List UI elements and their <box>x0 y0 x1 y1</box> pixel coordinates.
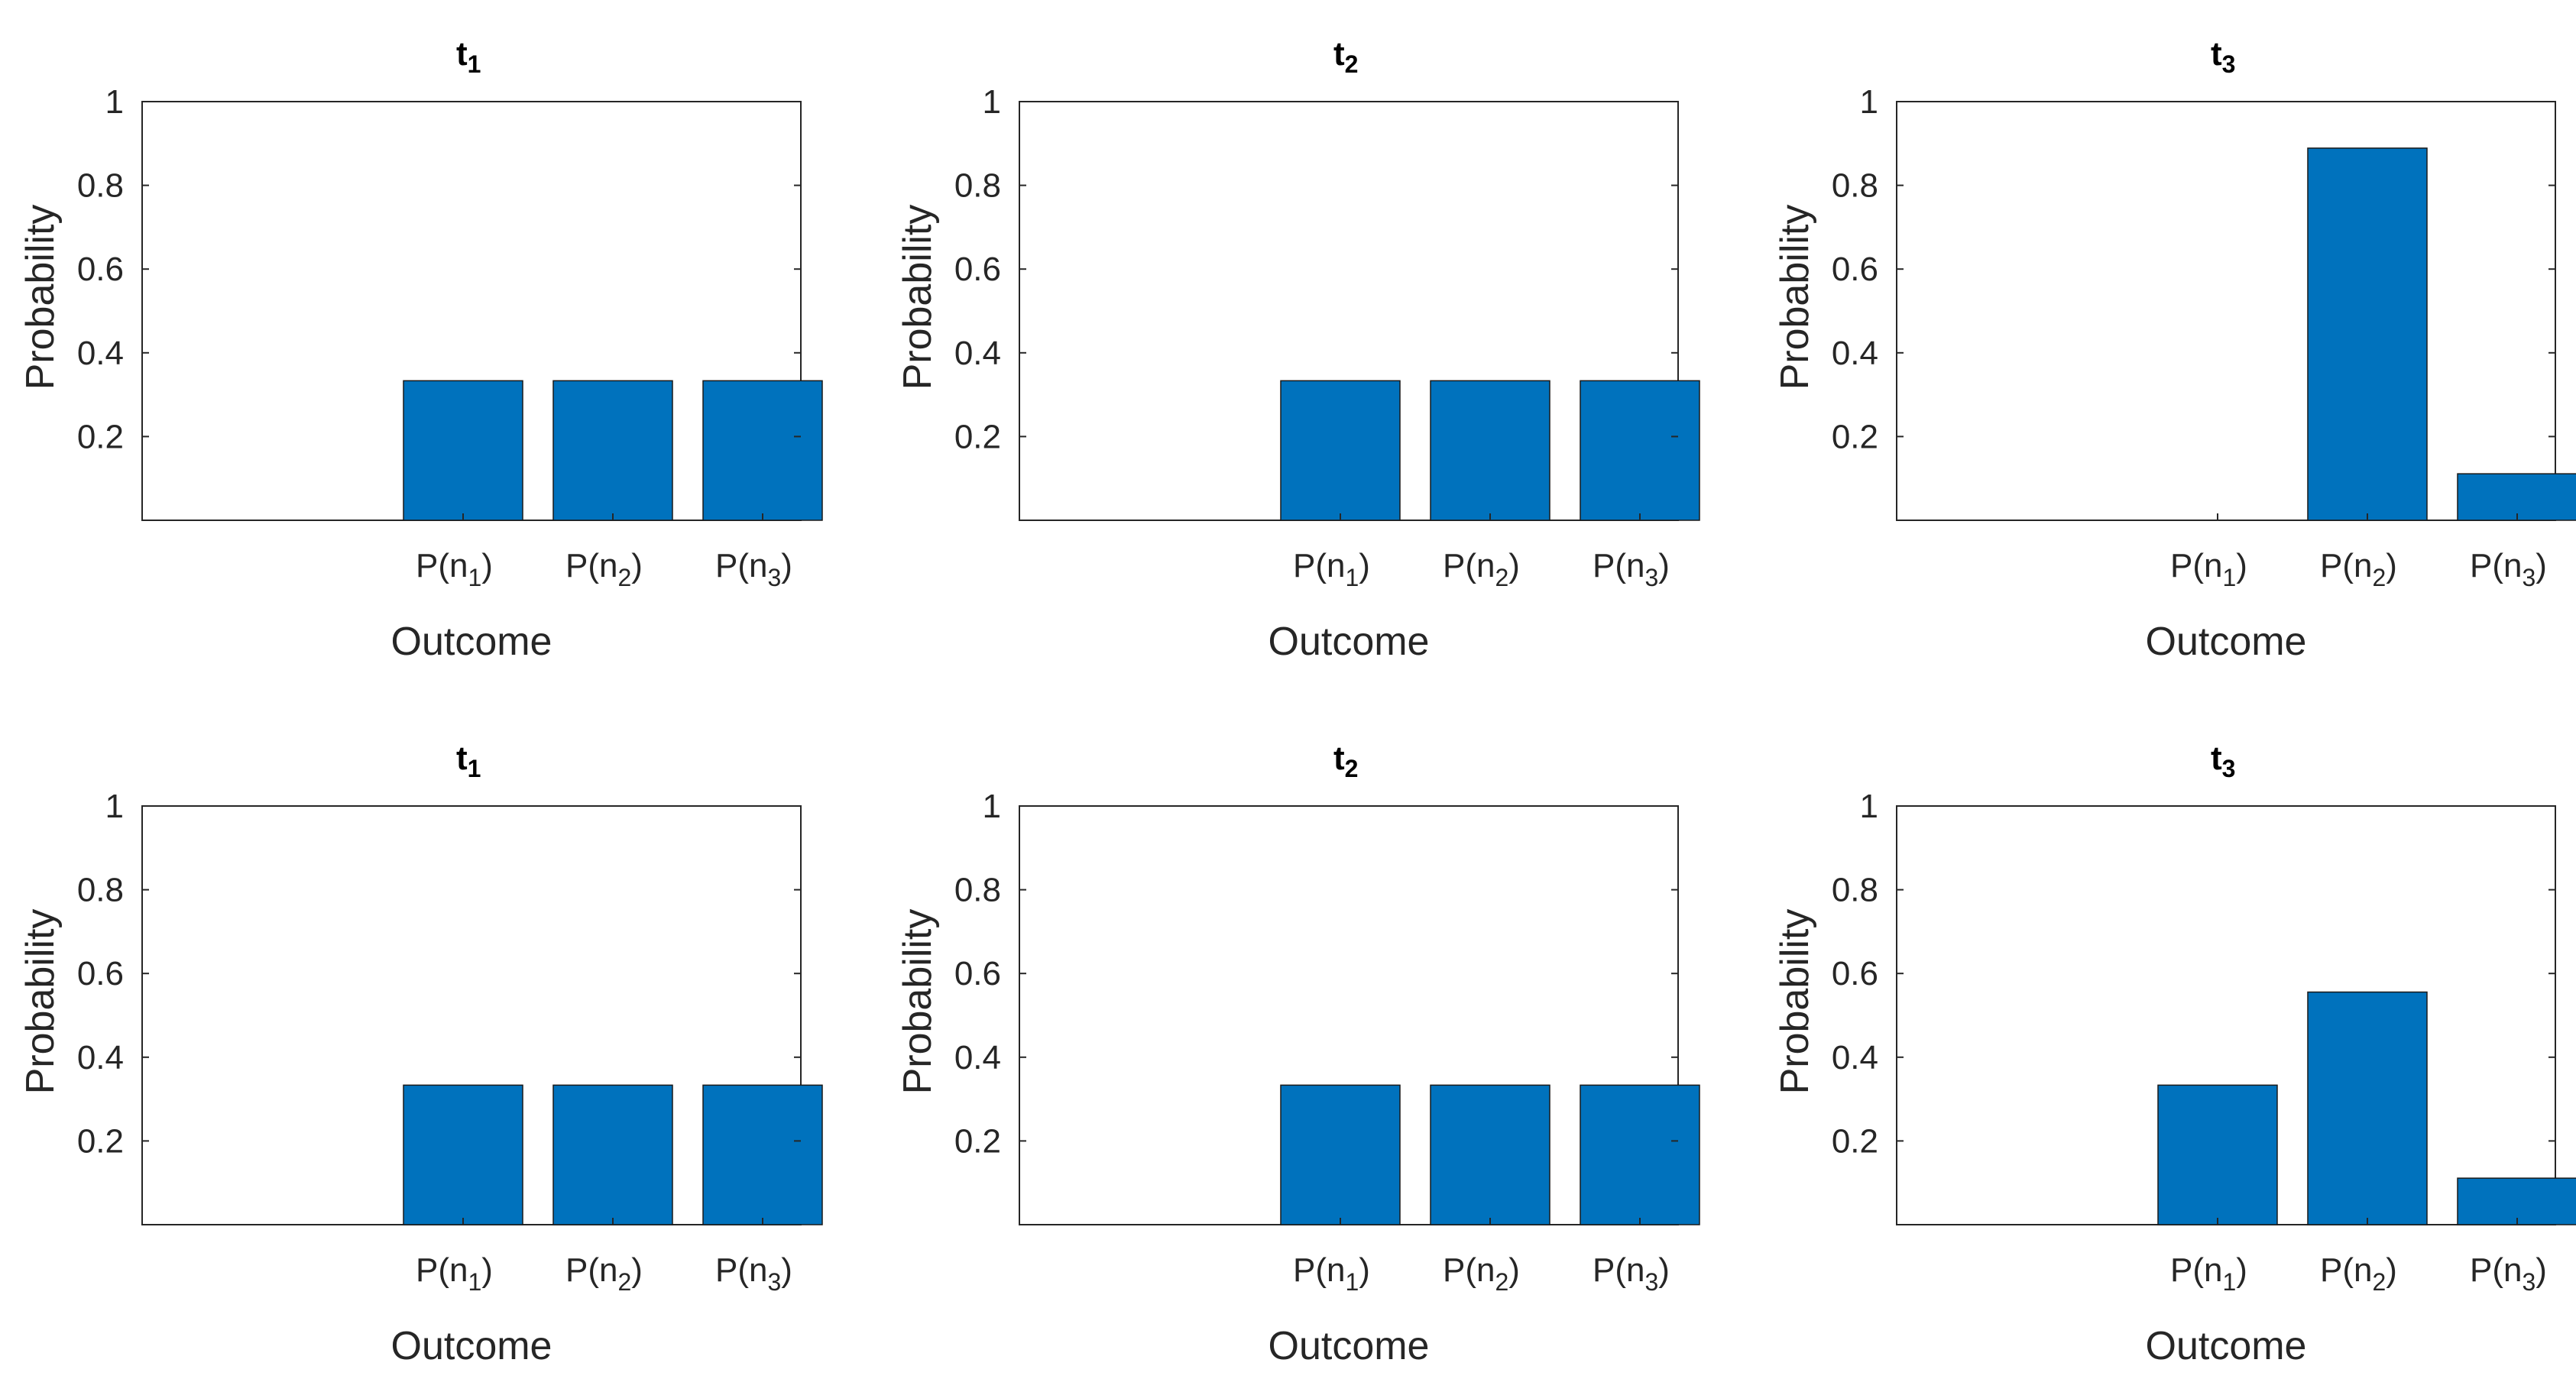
x-tick-label-1: P(n1) <box>1293 1251 1370 1296</box>
y-tick-label-5: 1 <box>1860 788 1878 825</box>
subplot-6: P(n1) P(n2) P(n3) 0.2 0.4 0.6 0.8 1 t3 Outcome Pro… <box>1773 740 2576 1368</box>
y-tick-label-4: 0.8 <box>1832 872 1878 909</box>
axes-box <box>1896 101 2556 521</box>
x-tick-label-3: P(n3) <box>2470 547 2547 591</box>
y-tick-label-3: 0.6 <box>77 955 124 992</box>
x-tick-label-3: P(n3) <box>2470 1251 2547 1296</box>
y-tick-label-1: 0.2 <box>954 1122 1001 1160</box>
bar-1 <box>1280 1084 1401 1225</box>
y-tick-label-4: 0.8 <box>1832 167 1878 205</box>
x-tick-label-2: P(n2) <box>2320 547 2397 591</box>
y-tick-label-5: 1 <box>983 788 1001 825</box>
x-tick-label-1: P(n1) <box>416 547 493 591</box>
bar-2 <box>1430 1084 1550 1225</box>
bar-1 <box>403 1084 523 1225</box>
x-tick-label-2: P(n2) <box>565 1251 643 1296</box>
x-axis-label: Outcome <box>2146 620 2307 664</box>
x-axis-label: Outcome <box>391 1324 552 1368</box>
chart-title: t1 <box>456 740 481 782</box>
y-axis-label: Probability <box>896 909 940 1095</box>
x-tick-label-2: P(n2) <box>1443 1251 1520 1296</box>
subplot-5: P(n1) P(n2) P(n3) 0.2 0.4 0.6 0.8 1 t2 Outcome Pro… <box>896 740 1700 1368</box>
bar-1 <box>403 380 523 521</box>
x-axis-label: Outcome <box>2146 1324 2307 1368</box>
bar-3 <box>702 1084 823 1225</box>
chart-title: t1 <box>456 35 481 78</box>
y-tick-label-2: 0.4 <box>77 335 124 372</box>
bar-1 <box>2157 1084 2278 1225</box>
x-tick-label-2: P(n2) <box>1443 547 1520 591</box>
y-tick-label-4: 0.8 <box>77 167 124 205</box>
y-axis-label: Probability <box>18 205 63 390</box>
x-tick-label-1: P(n1) <box>1293 547 1370 591</box>
y-tick-label-4: 0.8 <box>77 872 124 909</box>
y-tick-label-3: 0.6 <box>77 251 124 288</box>
bar-1 <box>1280 380 1401 521</box>
bar-3 <box>702 380 823 521</box>
x-axis-label: Outcome <box>1269 1324 1430 1368</box>
bar-3 <box>2457 473 2576 521</box>
bar-2 <box>2307 147 2428 521</box>
y-tick-label-3: 0.6 <box>954 955 1001 992</box>
y-tick-label-4: 0.8 <box>954 872 1001 909</box>
bar-2 <box>1430 380 1550 521</box>
y-tick-label-2: 0.4 <box>954 1039 1001 1076</box>
x-tick-label-1: P(n1) <box>2170 547 2247 591</box>
y-tick-label-3: 0.6 <box>954 251 1001 288</box>
y-tick-label-2: 0.4 <box>1832 335 1878 372</box>
y-tick-label-3: 0.6 <box>1832 251 1878 288</box>
x-tick-label-3: P(n3) <box>715 1251 792 1296</box>
subplot-4: P(n1) P(n2) P(n3) 0.2 0.4 0.6 0.8 1 t1 Outcome Pro… <box>18 740 823 1368</box>
x-tick-label-3: P(n3) <box>1593 547 1670 591</box>
bar-3 <box>1580 380 1700 521</box>
y-tick-label-1: 0.2 <box>77 418 124 455</box>
x-tick-label-2: P(n2) <box>2320 1251 2397 1296</box>
chart-title: t2 <box>1333 35 1358 78</box>
y-tick-label-2: 0.4 <box>77 1039 124 1076</box>
bar-2 <box>2307 991 2428 1225</box>
y-tick-label-5: 1 <box>105 83 124 121</box>
y-tick-label-5: 1 <box>105 788 124 825</box>
y-axis-label: Probability <box>896 205 940 390</box>
y-axis-label: Probability <box>1773 205 1817 390</box>
x-tick-label-1: P(n1) <box>416 1251 493 1296</box>
x-tick-label-2: P(n2) <box>565 547 643 591</box>
y-tick-label-5: 1 <box>1860 83 1878 121</box>
y-axis-label: Probability <box>18 909 63 1095</box>
y-tick-label-3: 0.6 <box>1832 955 1878 992</box>
subplot-3: P(n1) P(n2) P(n3) 0.2 0.4 0.6 0.8 1 t3 Outcome Pro… <box>1773 35 2576 664</box>
x-tick-label-3: P(n3) <box>715 547 792 591</box>
y-tick-label-4: 0.8 <box>954 167 1001 205</box>
bar-3 <box>1580 1084 1700 1225</box>
x-axis-label: Outcome <box>391 620 552 664</box>
y-tick-label-2: 0.4 <box>954 335 1001 372</box>
y-tick-label-1: 0.2 <box>954 418 1001 455</box>
y-tick-label-2: 0.4 <box>1832 1039 1878 1076</box>
y-tick-label-1: 0.2 <box>77 1122 124 1160</box>
y-tick-label-1: 0.2 <box>1832 1122 1878 1160</box>
y-tick-label-5: 1 <box>983 83 1001 121</box>
chart-title: t2 <box>1333 740 1358 782</box>
bar-3 <box>2457 1177 2576 1225</box>
subplot-1: P(n1) P(n2) P(n3) 0.2 0.4 0.6 0.8 1 t1 Outcome Pro… <box>18 35 823 664</box>
subplot-2: P(n1) P(n2) P(n3) 0.2 0.4 0.6 0.8 1 t2 Outcome Pro… <box>896 35 1700 664</box>
bar-2 <box>552 380 673 521</box>
chart-title: t3 <box>2211 740 2235 782</box>
bar-2 <box>552 1084 673 1225</box>
y-tick-label-1: 0.2 <box>1832 418 1878 455</box>
x-tick-label-1: P(n1) <box>2170 1251 2247 1296</box>
x-axis-label: Outcome <box>1269 620 1430 664</box>
y-axis-label: Probability <box>1773 909 1817 1095</box>
x-tick-label-3: P(n3) <box>1593 1251 1670 1296</box>
chart-title: t3 <box>2211 35 2235 78</box>
